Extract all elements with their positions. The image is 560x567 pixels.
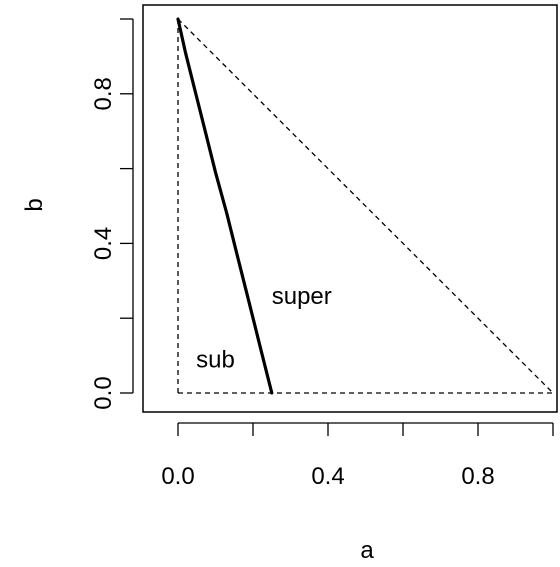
- curve-line-0: [176, 17, 274, 395]
- y-tick-label: 0.4: [90, 227, 117, 260]
- x-axis: 0.0 0.4 0.8: [161, 422, 554, 490]
- y-axis: 0.0 0.4 0.8: [90, 18, 134, 410]
- x-tick-label: 0.0: [161, 463, 194, 490]
- x-axis-label: a: [360, 537, 374, 564]
- dashed-line-1: [177, 18, 554, 394]
- x-tick-label: 0.4: [311, 463, 344, 490]
- y-tick-label: 0.8: [90, 77, 117, 110]
- y-axis-label: b: [21, 198, 48, 211]
- x-tick-label: 0.8: [461, 463, 494, 490]
- annotation-sub: sub: [196, 346, 235, 373]
- annotation-super: super: [272, 283, 332, 310]
- plot-box: [142, 4, 558, 413]
- annotations: super sub: [196, 283, 332, 374]
- plot-lines: [176, 17, 554, 395]
- y-tick-label: 0.0: [90, 376, 117, 409]
